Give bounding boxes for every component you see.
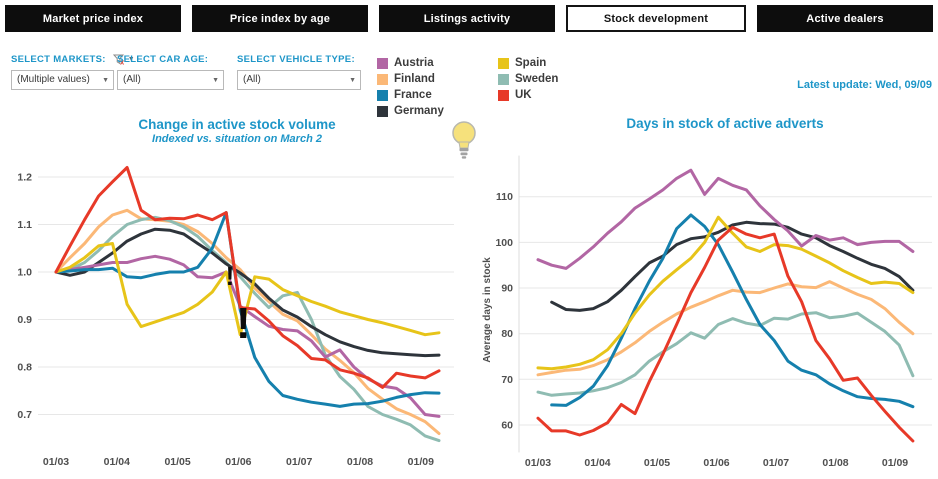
legend-swatch-icon [377, 73, 388, 85]
filter-label: SELECT VEHICLE TYPE: [237, 54, 355, 65]
series-line-germany [550, 220, 915, 312]
x-tick-label: 01/03 [43, 456, 69, 468]
series-line-sweden [54, 215, 441, 443]
x-tick-label: 01/03 [525, 457, 551, 469]
stock-volume-chart: 0.7 0.8 0.9 1.0 1.1 1.2 01/03 01/04 01/05 01/06 01… [17, 166, 454, 468]
series-line-spain [536, 215, 915, 371]
chevron-down-icon: ▼ [212, 77, 219, 84]
legend-column-2: Spain Sweden UK [498, 55, 558, 103]
y-tick-label: 90 [501, 283, 513, 295]
filter-label: SELECT CAR AGE: [117, 54, 209, 65]
legend-label: France [394, 89, 432, 101]
x-tick-label: 01/08 [822, 457, 848, 469]
series-line-spain [54, 242, 441, 337]
legend-label: UK [515, 89, 532, 101]
y-tick-label: 1.1 [17, 219, 32, 231]
legend-item-spain[interactable]: Spain [498, 55, 558, 71]
y-tick-label: 70 [501, 374, 513, 386]
legend-swatch-icon [498, 57, 509, 69]
left-chart-subtitle: Indexed vs. situation on March 2 [152, 133, 322, 145]
legend-item-sweden[interactable]: Sweden [498, 71, 558, 87]
x-tick-label: 01/07 [286, 456, 312, 468]
series-line-austria [536, 168, 915, 270]
series-line-france [550, 213, 915, 409]
y-tick-label: 1.0 [17, 267, 32, 279]
legend-item-austria[interactable]: Austria [377, 55, 444, 71]
y-tick-label: 0.7 [17, 409, 32, 421]
filter-dropdown-select-markets[interactable]: (Multiple values) ▼ [11, 70, 114, 90]
legend-swatch-icon [377, 89, 388, 101]
legend-swatch-icon [377, 105, 388, 117]
chevron-down-icon: ▼ [349, 77, 356, 84]
y-axis-title: Average days in stock [482, 257, 493, 363]
tab-active-dealers[interactable]: Active dealers [757, 5, 933, 32]
series-line-uk [54, 166, 441, 389]
y-tick-label: 1.2 [17, 172, 32, 184]
legend-item-finland[interactable]: Finland [377, 71, 444, 87]
filter-group-select-markets: SELECT MARKETS: x ▼ (Multiple values) ▼ [11, 53, 135, 90]
legend-item-france[interactable]: France [377, 87, 444, 103]
svg-text:x: x [120, 58, 125, 66]
tab-stock-development[interactable]: Stock development [566, 5, 746, 32]
filter-group-select-car-age: SELECT CAR AGE: (All) ▼ [117, 53, 224, 90]
legend-label: Germany [394, 105, 444, 117]
x-tick-label: 01/07 [763, 457, 789, 469]
filter-dropdown-select-car-age[interactable]: (All) ▼ [117, 70, 224, 90]
left-chart-title: Change in active stock volume [138, 117, 336, 132]
legend-swatch-icon [498, 89, 509, 101]
lightbulb-icon[interactable] [449, 119, 479, 168]
warning-annotation: ! [236, 299, 251, 348]
legend-label: Austria [394, 57, 434, 69]
x-tick-label: 01/08 [347, 456, 373, 468]
x-tick-label: 01/05 [164, 456, 190, 468]
warning-annotation: ! [226, 261, 235, 291]
filter-selected-value: (All) [243, 74, 261, 85]
y-tick-label: 60 [501, 420, 513, 432]
y-tick-label: 110 [496, 191, 513, 203]
legend-column-1: Austria Finland France Germany [377, 55, 444, 119]
filter-selected-value: (All) [123, 74, 141, 85]
filter-dropdown-select-vehicle-type[interactable]: (All) ▼ [237, 70, 361, 90]
x-tick-label: 01/05 [644, 457, 670, 469]
series-line-uk [536, 225, 915, 443]
y-tick-label: 0.8 [17, 362, 32, 374]
series-line-finland [536, 280, 915, 377]
filter-group-select-vehicle-type: SELECT VEHICLE TYPE: (All) ▼ [237, 53, 361, 90]
x-tick-label: 01/09 [408, 456, 434, 468]
legend-swatch-icon [377, 57, 388, 69]
y-tick-label: 100 [495, 237, 513, 249]
filter-label: SELECT MARKETS: x ▼ [11, 54, 135, 65]
series-line-germany [54, 227, 441, 358]
x-tick-label: 01/06 [703, 457, 729, 469]
chevron-down-icon[interactable]: ▼ [127, 56, 135, 63]
x-tick-label: 01/09 [882, 457, 908, 469]
tab-market-price-index[interactable]: Market price index [5, 5, 181, 32]
clear-filter-icon[interactable]: x [112, 54, 125, 66]
series-line-sweden [536, 311, 915, 397]
legend-label: Finland [394, 73, 435, 85]
days-in-stock-chart: 60 70 80 90 100 110 01/03 01/04 01/05 01/06 01/07 0… [482, 155, 932, 469]
right-chart-title: Days in stock of active adverts [626, 116, 824, 131]
y-tick-label: 80 [501, 328, 513, 340]
filter-selected-value: (Multiple values) [17, 74, 90, 85]
tab-bar: Market price index Price index by age List… [5, 5, 933, 32]
legend-label: Sweden [515, 73, 559, 85]
chevron-down-icon: ▼ [102, 77, 109, 84]
x-tick-label: 01/04 [584, 457, 610, 469]
legend-item-germany[interactable]: Germany [377, 103, 444, 119]
x-tick-label: 01/04 [104, 456, 130, 468]
y-tick-label: 0.9 [17, 314, 32, 326]
tab-price-index-by-age[interactable]: Price index by age [192, 5, 368, 32]
tab-listings-activity[interactable]: Listings activity [379, 5, 555, 32]
x-tick-label: 01/06 [225, 456, 251, 468]
legend-swatch-icon [498, 73, 509, 85]
legend-item-uk[interactable]: UK [498, 87, 558, 103]
legend-label: Spain [515, 57, 547, 69]
latest-update-label: Latest update: Wed, 09/09 [797, 79, 932, 91]
